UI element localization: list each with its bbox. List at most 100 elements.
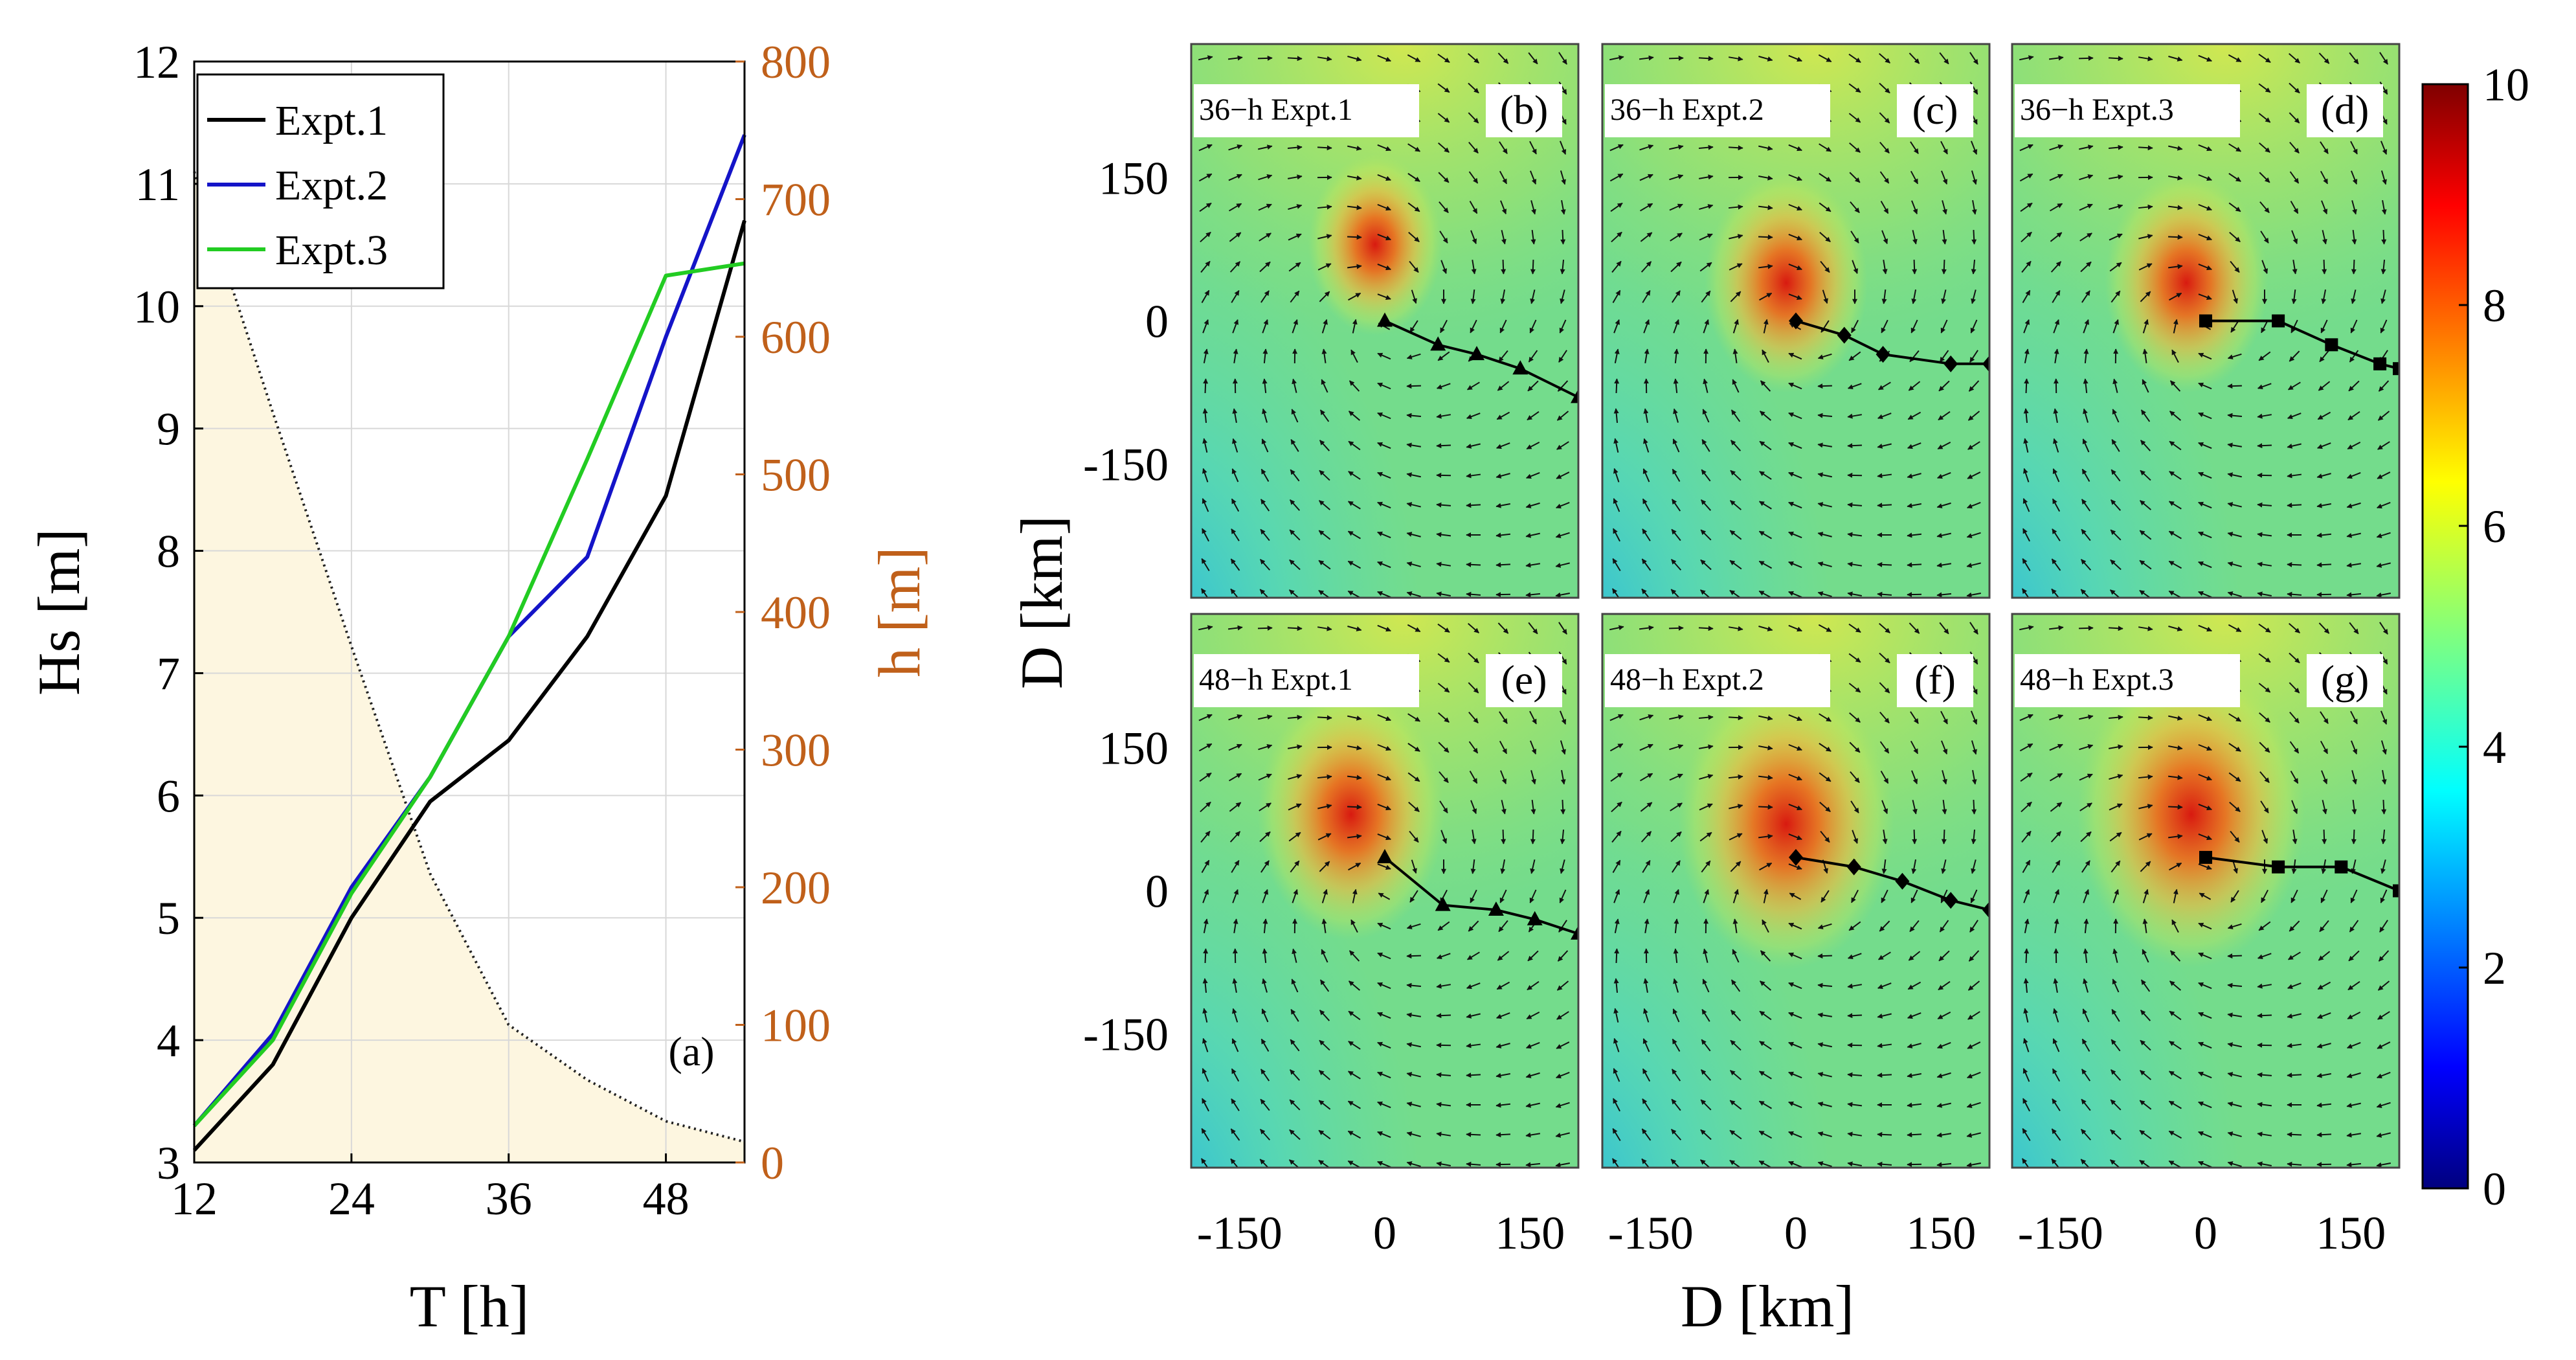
heatmap-y-tick-label: -150	[1083, 1009, 1169, 1061]
track-marker-3-3	[1527, 911, 1543, 925]
track-marker-4-0	[1789, 848, 1803, 866]
panel-label: (b)	[1500, 87, 1549, 133]
panel-title: 48−h Expt.2	[1610, 663, 1764, 697]
track-marker-2-1	[2272, 314, 2285, 328]
track-marker-0-3	[1512, 360, 1529, 375]
storm-track	[1377, 312, 1578, 403]
x-axis-ticks: 12 24 36 48	[171, 1153, 689, 1225]
panel-frame	[1601, 613, 1991, 1169]
y-tick-label: 4	[157, 1015, 180, 1067]
heatmap-x-tick-label: 150	[2316, 1207, 2386, 1259]
colorbar-gradient	[2421, 83, 2469, 1190]
panel-label: (f)	[1914, 657, 1956, 703]
panel-title: 48−h Expt.1	[1199, 663, 1353, 697]
heatmap-ticks: 150 0 -150 150 0 -150 -150 0 150 -150 0 150 -150 0 150	[1083, 152, 2386, 1259]
panel-label-box	[1897, 84, 1973, 137]
legend-label-expt2: Expt.2	[275, 162, 388, 209]
panel-title-box	[1194, 654, 1419, 707]
wave-maximum	[1257, 688, 1444, 940]
storm-track	[1377, 848, 1578, 940]
storm-track	[2199, 850, 2399, 898]
heatmap-y-tick-label: 0	[1145, 296, 1169, 348]
legend-box	[196, 73, 445, 289]
track-marker-0-0	[1377, 312, 1393, 327]
storm-track	[2199, 314, 2399, 376]
y-tick-label: 10	[133, 281, 180, 333]
x-axis-label: T [h]	[410, 1273, 530, 1339]
track-marker-2-4	[2393, 362, 2399, 376]
x-tick-label: 48	[643, 1173, 689, 1225]
panel-label-box	[2307, 84, 2383, 137]
panel-label: (c)	[1912, 87, 1958, 133]
heatmap-y-tick-label: 150	[1099, 152, 1169, 204]
panel-frame	[1190, 43, 1580, 599]
heatmap-x-tick-label: 150	[1906, 1207, 1976, 1259]
series-lines	[192, 134, 746, 1152]
heatmap-x-tick-label: 0	[2194, 1207, 2217, 1259]
y-tick-label: 8	[157, 526, 180, 578]
heatmap-y-tick-label: 0	[1145, 866, 1169, 918]
heatmap-x-tick-label: 0	[1373, 1207, 1396, 1259]
track-marker-1-2	[1876, 346, 1890, 363]
track-marker-2-2	[2325, 338, 2338, 352]
colorbar-tick-label: 2	[2483, 942, 2506, 994]
left-axis-ticks: 3 4 5 6 7 8 9 10 11 12	[133, 36, 203, 1189]
panel-title: 48−h Expt.3	[2020, 663, 2174, 697]
wave-maximum	[2105, 172, 2268, 393]
y-axis-label: Hs [m]	[26, 528, 92, 696]
y-right-tick-label: 600	[761, 312, 831, 363]
track-marker-4-1	[1846, 858, 1861, 876]
x-tick-label: 12	[171, 1173, 218, 1225]
heatmap-field	[2012, 44, 2399, 598]
legend: Expt.1 Expt.2 Expt.3	[196, 73, 445, 289]
panel-title-box	[2015, 84, 2240, 137]
panel-frame	[2011, 613, 2401, 1169]
colorbar-tick-label: 8	[2483, 280, 2506, 332]
panel-frame	[2011, 43, 2401, 599]
track-marker-1-1	[1837, 326, 1852, 344]
track-marker-5-0	[2199, 850, 2212, 864]
series-line-expt3	[192, 261, 745, 1128]
wave-maximum	[1308, 153, 1442, 335]
panel-title: 36−h Expt.3	[2020, 93, 2174, 127]
y-tick-label: 5	[157, 892, 180, 944]
colorbar-ticks: 0 2 4 6 8 10	[2459, 59, 2529, 1215]
y-axis-right-label: h [m]	[866, 547, 932, 677]
colorbar: 0 2 4 6 8 10	[2421, 59, 2529, 1215]
heatmap-x-tick-label: -150	[2018, 1207, 2103, 1259]
storm-track	[1789, 312, 1989, 372]
heatmap-x-tick-label: 150	[1495, 1207, 1565, 1259]
track-marker-4-4	[1982, 901, 1989, 918]
panel-label-box	[1897, 654, 1973, 707]
y-right-tick-label: 800	[761, 36, 831, 88]
panel-label: (e)	[1501, 657, 1547, 703]
y-tick-label: 6	[157, 770, 180, 822]
y-tick-label: 7	[157, 648, 180, 699]
series-line-expt1	[192, 220, 746, 1152]
heatmap-y-tick-label: -150	[1083, 439, 1169, 491]
x-tick-label: 24	[328, 1173, 375, 1225]
y-tick-label: 12	[133, 36, 180, 88]
panel-title-box	[1605, 84, 1830, 137]
y-right-tick-label: 100	[761, 1000, 831, 1052]
heatmap-panel-b: 36−h Expt.1 (b)	[1190, 43, 1580, 599]
track-marker-0-4	[1571, 389, 1578, 403]
heatmap-x-tick-label: -150	[1608, 1207, 1694, 1259]
track-line	[2205, 856, 2399, 892]
track-marker-2-0	[2199, 314, 2212, 328]
track-marker-2-3	[2373, 357, 2387, 370]
heatmap-panel-d: 36−h Expt.3 (d)	[2011, 43, 2401, 599]
wind-vectors	[2019, 622, 2391, 1168]
colorbar-tick-label: 6	[2483, 501, 2506, 552]
wave-maximum	[1705, 172, 1868, 393]
heatmap-panel-e: 48−h Expt.1 (e)	[1190, 613, 1580, 1169]
x-tick-label: 36	[486, 1173, 532, 1225]
track-marker-1-0	[1789, 312, 1803, 330]
heatmap-panels: 36−h Expt.1 (b) 36−h Expt.2 (c) 36−h Expt.3 (…	[1190, 43, 2401, 1169]
track-marker-5-1	[2272, 860, 2285, 874]
colorbar-tick-label: 10	[2483, 59, 2529, 111]
colorbar-tick-label: 0	[2483, 1163, 2506, 1215]
track-marker-5-3	[2393, 884, 2399, 898]
